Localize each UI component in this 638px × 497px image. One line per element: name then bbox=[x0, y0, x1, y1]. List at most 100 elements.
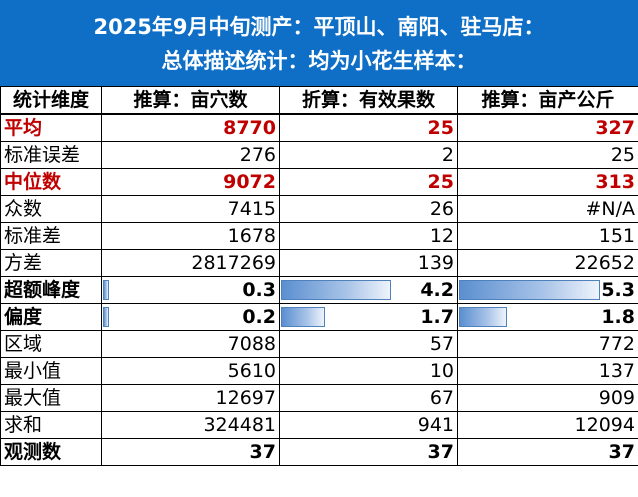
value-cell: 139 bbox=[279, 249, 458, 277]
cell-value: 25 bbox=[427, 117, 454, 139]
value-cell: 941 bbox=[279, 411, 458, 439]
cell-value: 25 bbox=[427, 171, 454, 193]
cell-value: 22652 bbox=[574, 252, 635, 274]
cell-value: 137 bbox=[598, 360, 635, 382]
cell-value: 7088 bbox=[227, 333, 276, 355]
value-cell: 57 bbox=[279, 330, 458, 358]
row-label: 方差 bbox=[0, 249, 102, 277]
value-cell: 1.8 bbox=[457, 303, 638, 331]
cell-value: 1.7 bbox=[420, 306, 454, 328]
data-bar bbox=[103, 280, 109, 300]
cell-value: #N/A bbox=[585, 198, 635, 220]
table-row: 超额峰度 0.3 4.2 5.3 bbox=[0, 276, 638, 304]
cell-value: 57 bbox=[429, 333, 454, 355]
cell-value: 324481 bbox=[203, 414, 276, 436]
cell-value: 10 bbox=[429, 360, 454, 382]
row-label: 众数 bbox=[0, 195, 102, 223]
cell-value: 276 bbox=[239, 144, 276, 166]
value-cell: 25 bbox=[279, 113, 458, 142]
data-bar bbox=[459, 280, 600, 300]
cell-value: 772 bbox=[598, 333, 635, 355]
cell-value: 37 bbox=[608, 441, 635, 463]
cell-value: 1678 bbox=[227, 225, 276, 247]
table-row: 观测数 37 37 37 bbox=[0, 438, 638, 466]
value-cell: 2 bbox=[279, 141, 458, 169]
value-cell: 0.2 bbox=[101, 303, 280, 331]
value-cell: #N/A bbox=[457, 195, 638, 223]
table-row: 方差 2817269 139 22652 bbox=[0, 249, 638, 277]
row-label: 超额峰度 bbox=[0, 276, 102, 304]
value-cell: 772 bbox=[457, 330, 638, 358]
cell-value: 1.8 bbox=[601, 306, 635, 328]
value-cell: 1678 bbox=[101, 222, 280, 250]
value-cell: 12094 bbox=[457, 411, 638, 439]
header-effective-pods: 折算：有效果数 bbox=[279, 86, 458, 115]
table-row: 区域 7088 57 772 bbox=[0, 330, 638, 358]
value-cell: 137 bbox=[457, 357, 638, 385]
row-label: 中位数 bbox=[0, 168, 102, 196]
cell-value: 9072 bbox=[223, 171, 276, 193]
header-yield-kg: 推算：亩产公斤 bbox=[457, 86, 638, 115]
value-cell: 327 bbox=[457, 113, 638, 142]
row-label: 最大值 bbox=[0, 384, 102, 412]
value-cell: 909 bbox=[457, 384, 638, 412]
value-cell: 67 bbox=[279, 384, 458, 412]
data-bar bbox=[281, 307, 325, 327]
value-cell: 7088 bbox=[101, 330, 280, 358]
row-label: 最小值 bbox=[0, 357, 102, 385]
table-row: 最小值 5610 10 137 bbox=[0, 357, 638, 385]
title-line-1: 2025年9月中旬测产：平顶山、南阳、驻马店： bbox=[93, 15, 545, 39]
cell-value: 12 bbox=[429, 225, 454, 247]
table-row: 中位数 9072 25 313 bbox=[0, 168, 638, 196]
value-cell: 7415 bbox=[101, 195, 280, 223]
value-cell: 25 bbox=[457, 141, 638, 169]
cell-value: 7415 bbox=[227, 198, 276, 220]
cell-value: 5610 bbox=[227, 360, 276, 382]
row-label: 标准差 bbox=[0, 222, 102, 250]
row-label: 偏度 bbox=[0, 303, 102, 331]
table-row: 众数 7415 26 #N/A bbox=[0, 195, 638, 223]
cell-value: 151 bbox=[598, 225, 635, 247]
cell-value: 941 bbox=[417, 414, 454, 436]
data-bar bbox=[103, 307, 109, 327]
cell-value: 5.3 bbox=[601, 279, 635, 301]
value-cell: 25 bbox=[279, 168, 458, 196]
value-cell: 313 bbox=[457, 168, 638, 196]
data-bar bbox=[459, 307, 507, 327]
value-cell: 22652 bbox=[457, 249, 638, 277]
table-row: 偏度 0.2 1.7 1.8 bbox=[0, 303, 638, 331]
value-cell: 10 bbox=[279, 357, 458, 385]
cell-value: 0.2 bbox=[242, 306, 276, 328]
value-cell: 9072 bbox=[101, 168, 280, 196]
value-cell: 324481 bbox=[101, 411, 280, 439]
cell-value: 37 bbox=[427, 441, 454, 463]
cell-value: 25 bbox=[610, 144, 635, 166]
value-cell: 12 bbox=[279, 222, 458, 250]
table-row: 最大值 12697 67 909 bbox=[0, 384, 638, 412]
row-label: 观测数 bbox=[0, 438, 102, 466]
value-cell: 0.3 bbox=[101, 276, 280, 304]
table-row: 标准差 1678 12 151 bbox=[0, 222, 638, 250]
value-cell: 37 bbox=[101, 438, 280, 466]
value-cell: 1.7 bbox=[279, 303, 458, 331]
cell-value: 37 bbox=[249, 441, 276, 463]
value-cell: 276 bbox=[101, 141, 280, 169]
cell-value: 67 bbox=[429, 387, 454, 409]
value-cell: 8770 bbox=[101, 113, 280, 142]
title-banner: 2025年9月中旬测产：平顶山、南阳、驻马店： 总体描述统计：均为小花生样本： bbox=[0, 0, 638, 86]
value-cell: 37 bbox=[279, 438, 458, 466]
table-row: 求和 324481 941 12094 bbox=[0, 411, 638, 439]
row-label: 平均 bbox=[0, 113, 102, 142]
cell-value: 12697 bbox=[215, 387, 276, 409]
value-cell: 12697 bbox=[101, 384, 280, 412]
cell-value: 26 bbox=[429, 198, 454, 220]
cell-value: 4.2 bbox=[420, 279, 454, 301]
cell-value: 8770 bbox=[223, 117, 276, 139]
row-label: 区域 bbox=[0, 330, 102, 358]
value-cell: 2817269 bbox=[101, 249, 280, 277]
header-hills-per-mu: 推算：亩穴数 bbox=[101, 86, 280, 115]
value-cell: 26 bbox=[279, 195, 458, 223]
value-cell: 5.3 bbox=[457, 276, 638, 304]
title-line-2: 总体描述统计：均为小花生样本： bbox=[161, 49, 477, 73]
cell-value: 327 bbox=[595, 117, 635, 139]
